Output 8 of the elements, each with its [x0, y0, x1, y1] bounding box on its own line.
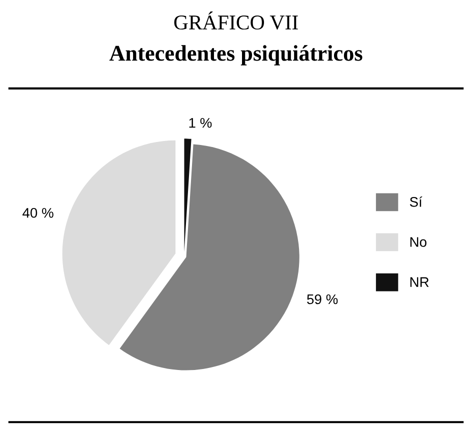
chart-subtitle: Antecedentes psiquiátricos: [109, 45, 362, 66]
data-label: 59 %: [307, 294, 338, 304]
legend-label: Sí: [410, 196, 422, 207]
data-label: 1 %: [189, 118, 212, 128]
legend-label: No: [410, 237, 426, 247]
data-label: 40 %: [22, 208, 54, 218]
legend-label: NR: [410, 277, 429, 287]
chart-title: GRÁFICO VII: [174, 12, 298, 30]
